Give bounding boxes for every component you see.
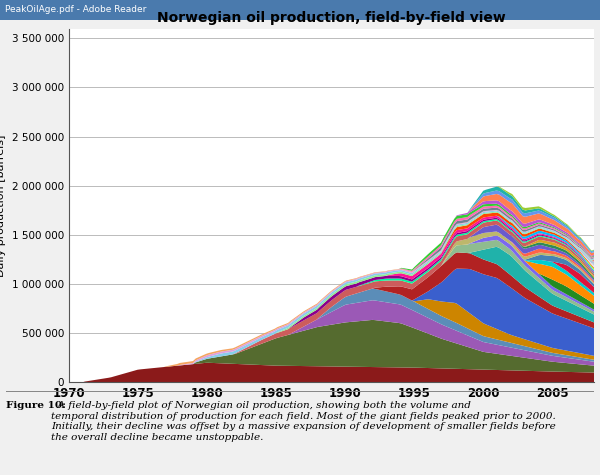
Title: Norwegian oil production, field-by-field view: Norwegian oil production, field-by-field… (157, 10, 506, 25)
Y-axis label: Daily production [barrels]: Daily production [barrels] (0, 134, 7, 276)
Text: A field-by-field plot of Norwegian oil production, showing both the volume and
t: A field-by-field plot of Norwegian oil p… (51, 401, 556, 442)
Text: PeakOilAge.pdf - Adobe Reader: PeakOilAge.pdf - Adobe Reader (5, 6, 146, 14)
Text: Figure 10:: Figure 10: (6, 401, 66, 410)
